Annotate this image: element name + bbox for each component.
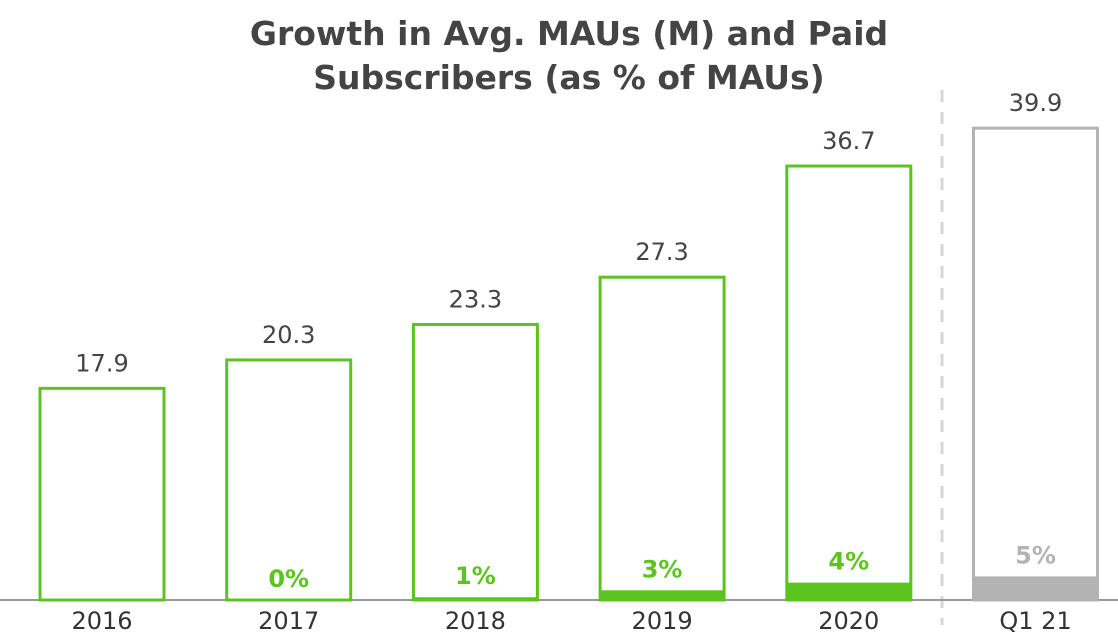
x-tick-label: 2018 bbox=[445, 607, 506, 635]
value-label: 36.7 bbox=[822, 127, 875, 155]
bar bbox=[972, 126, 1099, 602]
value-label: 27.3 bbox=[635, 238, 688, 266]
paid-label: 3% bbox=[642, 555, 683, 583]
paid-label: 0% bbox=[268, 565, 309, 593]
paid-label: 1% bbox=[455, 562, 496, 590]
paid-fill bbox=[786, 582, 911, 600]
value-label: 39.9 bbox=[1009, 89, 1062, 117]
bar bbox=[598, 275, 726, 602]
bar bbox=[785, 164, 913, 602]
bar bbox=[225, 358, 353, 602]
x-tick-label: 2020 bbox=[818, 607, 879, 635]
bar bbox=[38, 386, 166, 602]
value-label: 17.9 bbox=[75, 349, 128, 377]
chart-title: Growth in Avg. MAUs (M) and Paid Subscri… bbox=[249, 14, 889, 97]
x-tick-label: 2016 bbox=[71, 607, 132, 635]
paid-label: 5% bbox=[1015, 541, 1056, 569]
paid-fill bbox=[413, 597, 538, 600]
bar bbox=[411, 322, 539, 602]
value-label: 23.3 bbox=[449, 285, 502, 313]
paid-fill bbox=[600, 590, 725, 600]
paid-label: 4% bbox=[828, 548, 869, 576]
value-label: 20.3 bbox=[262, 321, 315, 349]
x-tick-label: 2017 bbox=[258, 607, 319, 635]
paid-fill bbox=[973, 576, 1098, 600]
x-tick-label: 2019 bbox=[632, 607, 693, 635]
x-tick-label: Q1 21 bbox=[999, 607, 1071, 635]
